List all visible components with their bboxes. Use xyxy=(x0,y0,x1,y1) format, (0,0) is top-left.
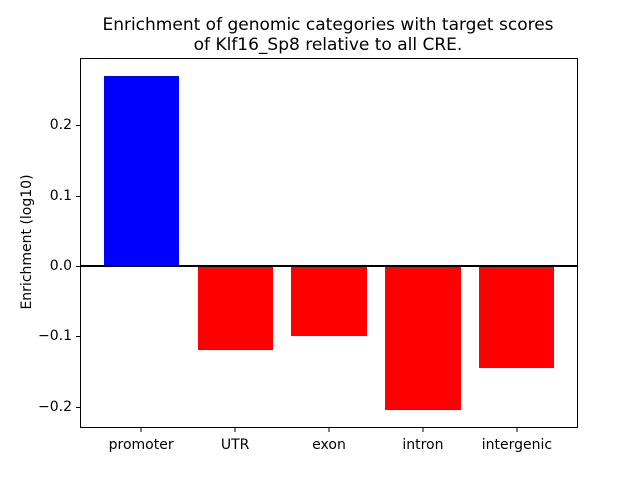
bar-intron xyxy=(385,265,461,411)
x-tick-label-intron: intron xyxy=(402,437,444,453)
x-tick-label-exon: exon xyxy=(312,437,346,453)
y-tick-label: 0.2 xyxy=(49,117,72,134)
x-tick-label-UTR: UTR xyxy=(220,437,250,453)
x-tick xyxy=(516,428,518,432)
bar-UTR xyxy=(197,265,273,351)
chart-title: Enrichment of genomic categories with ta… xyxy=(102,15,554,55)
y-tick-label: −0.2 xyxy=(38,398,72,415)
y-axis-label: Enrichment (log10) xyxy=(19,174,35,310)
x-tick xyxy=(328,428,330,432)
bar-promoter xyxy=(103,75,179,266)
zero-line xyxy=(81,264,577,267)
y-tick xyxy=(76,125,80,127)
x-tick xyxy=(140,428,142,432)
x-tick-label-intergenic: intergenic xyxy=(481,437,553,453)
y-tick-label: 0.1 xyxy=(49,187,72,204)
y-tick xyxy=(76,406,80,408)
y-tick-label: −0.1 xyxy=(38,328,72,345)
y-tick xyxy=(76,195,80,197)
plot-area: 0.2 0.1 0.0 −0.1 −0.2 promoter UTR exon intron in… xyxy=(38,58,578,453)
bar-intergenic xyxy=(479,265,555,368)
bar-exon xyxy=(291,265,367,337)
y-tick xyxy=(76,265,80,267)
y-tick xyxy=(76,336,80,338)
x-tick xyxy=(234,428,236,432)
x-tick-label-promoter: promoter xyxy=(108,437,174,453)
x-tick xyxy=(422,428,424,432)
y-tick-label: 0.0 xyxy=(49,257,72,274)
